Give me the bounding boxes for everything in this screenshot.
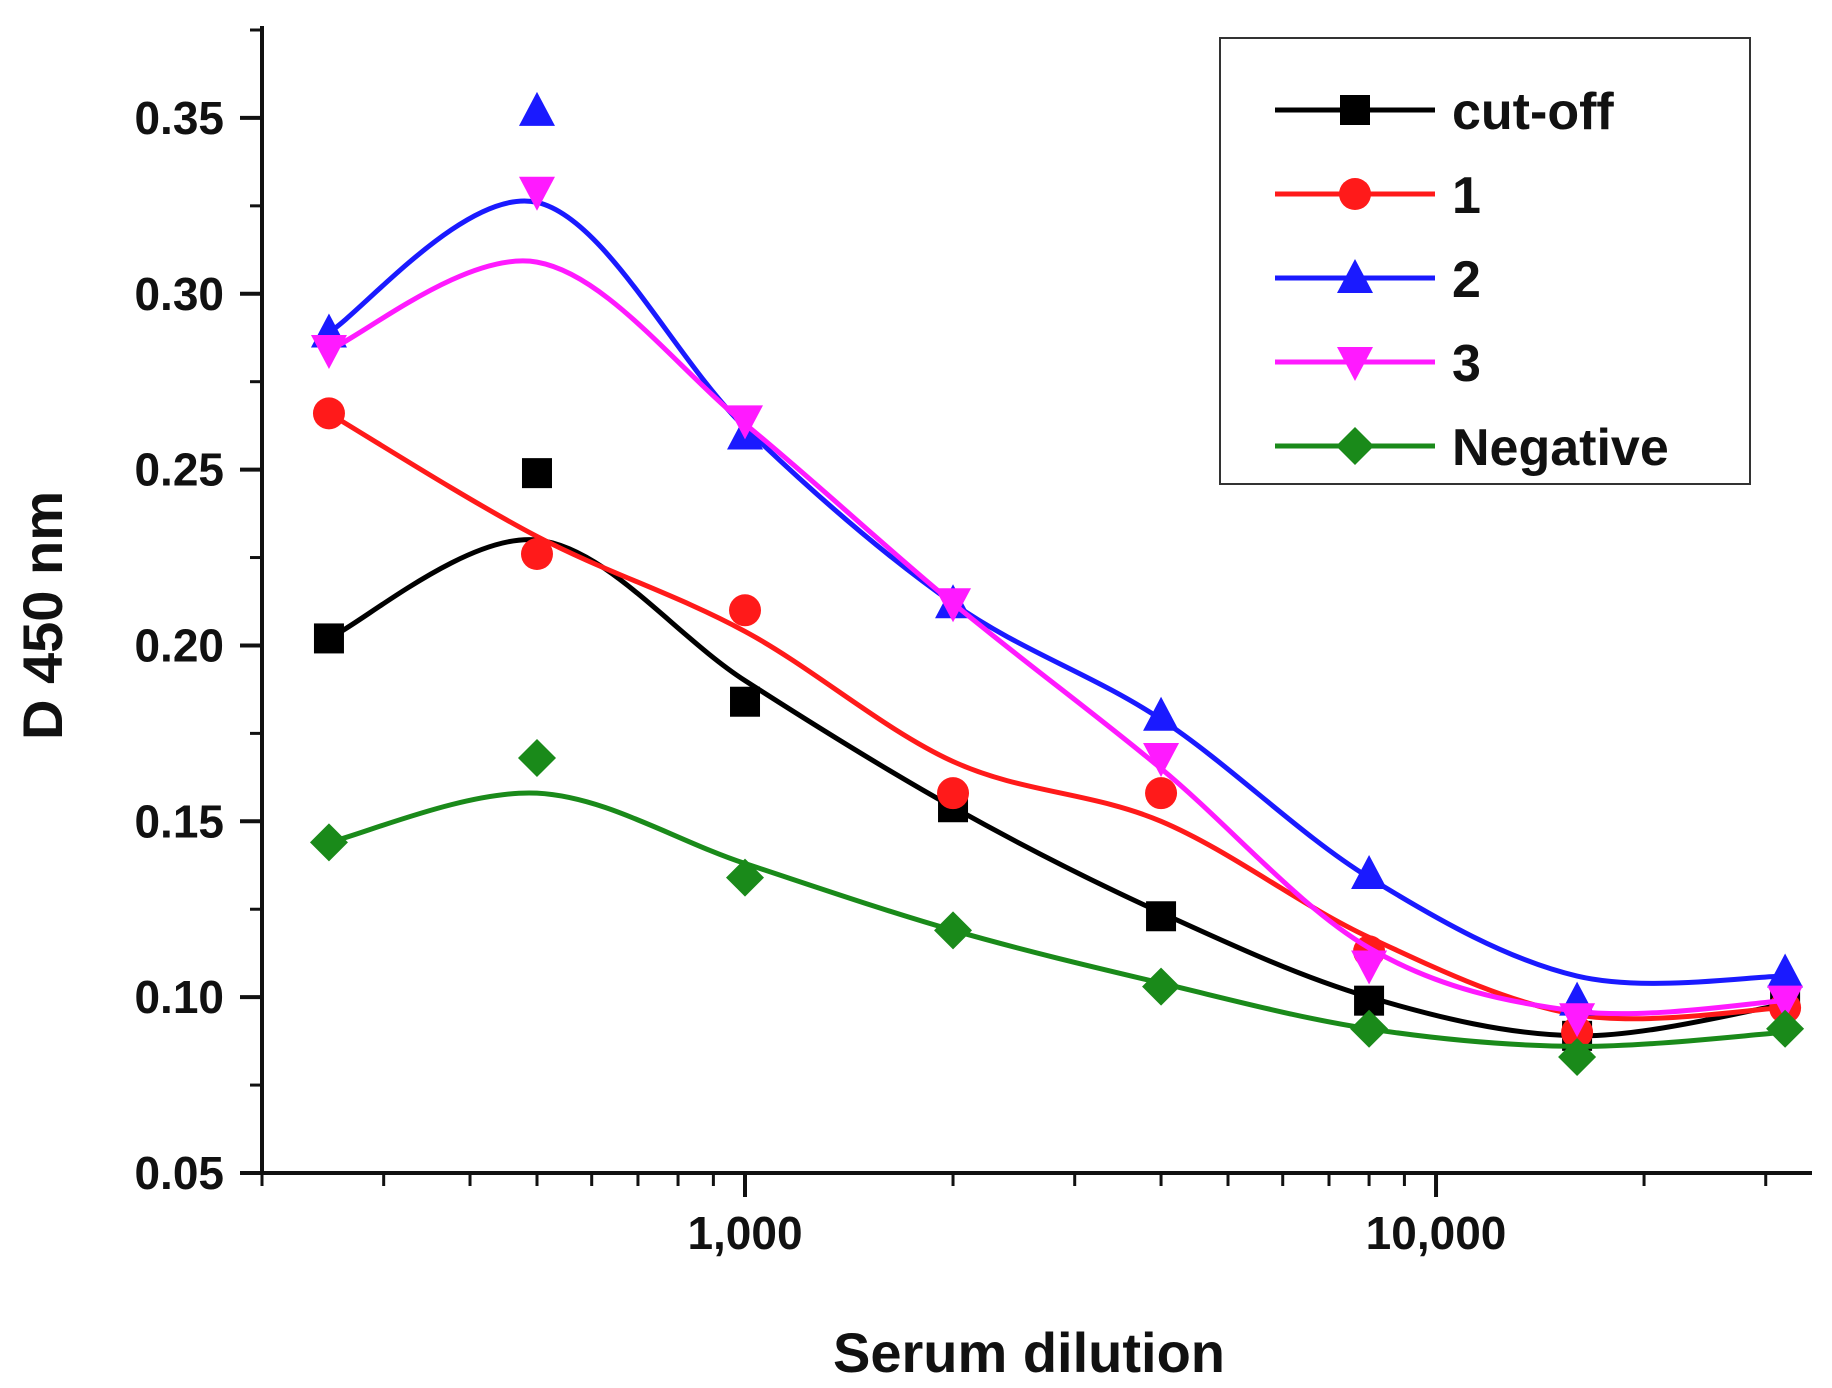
legend-item: 3: [1275, 335, 1481, 393]
y-tick-label: 0.05: [134, 1147, 224, 1199]
data-point: [313, 623, 344, 654]
series-4: [310, 176, 1804, 1038]
data-point: [935, 588, 972, 623]
legend-item: Negative: [1275, 419, 1669, 477]
legend-marker: [1337, 259, 1373, 293]
data-point: [1351, 950, 1388, 985]
data-point: [309, 823, 348, 862]
data-point: [1145, 777, 1178, 810]
data-point: [1558, 1037, 1597, 1076]
data-point: [518, 91, 555, 126]
y-tick-label: 0.30: [134, 268, 224, 320]
legend-marker: [1337, 347, 1373, 381]
data-point: [727, 405, 764, 440]
legend-item: cut-off: [1275, 83, 1614, 141]
series-line: [327, 537, 1786, 1039]
series-line: [327, 198, 1786, 986]
y-tick-label: 0.35: [134, 92, 224, 144]
x-tick-label: 1,000: [687, 1207, 802, 1259]
legend-marker: [1336, 427, 1374, 465]
data-point: [1146, 901, 1177, 932]
x-axis-title: Serum dilution: [833, 1321, 1225, 1384]
data-point: [1559, 1003, 1596, 1038]
data-point: [1767, 985, 1804, 1020]
data-point: [518, 176, 555, 211]
y-tick-label: 0.25: [134, 444, 224, 496]
data-point: [1351, 855, 1388, 890]
legend-label: Negative: [1452, 419, 1669, 477]
data-point: [1767, 953, 1804, 988]
series-5: [309, 739, 1805, 1076]
legend-marker: [1340, 95, 1370, 125]
data-point: [1143, 696, 1180, 731]
axes: 0.05 0.10 0.15 0.20 0.25 0.30 0.35 1,000 10,000: [134, 26, 1812, 1259]
legend-item: 1: [1275, 167, 1481, 225]
legend-label: 3: [1452, 335, 1481, 393]
series-line: [327, 411, 1786, 1022]
x-tick-label: 10,000: [1366, 1207, 1507, 1259]
plot-area: [309, 91, 1805, 1076]
data-point: [934, 911, 973, 950]
data-point: [730, 686, 761, 717]
y-tick-label: 0.20: [134, 619, 224, 671]
series-2: [312, 397, 1802, 1049]
legend-label: 1: [1452, 167, 1481, 225]
legend: cut-off 1 2 3 Negative: [1219, 37, 1751, 485]
data-point: [1142, 967, 1181, 1006]
legend-marker: [1339, 178, 1371, 210]
y-tick-label: 0.10: [134, 971, 224, 1023]
legend-item: 2: [1275, 251, 1481, 309]
data-point: [1350, 1009, 1389, 1048]
y-axis-title: D 450 nm: [11, 491, 74, 740]
data-point: [1766, 1009, 1805, 1048]
data-point: [310, 335, 347, 370]
series-line: [327, 258, 1786, 1017]
legend-label: 2: [1452, 251, 1481, 309]
data-point: [729, 594, 762, 627]
data-point: [726, 858, 765, 897]
data-point: [521, 458, 552, 489]
y-tick-label: 0.15: [134, 795, 224, 847]
data-point: [937, 777, 970, 810]
series-line: [328, 790, 1786, 1049]
data-point: [1143, 743, 1180, 778]
legend-label: cut-off: [1452, 83, 1614, 141]
data-point: [517, 739, 556, 778]
data-point: [312, 397, 345, 430]
data-point: [520, 538, 553, 571]
